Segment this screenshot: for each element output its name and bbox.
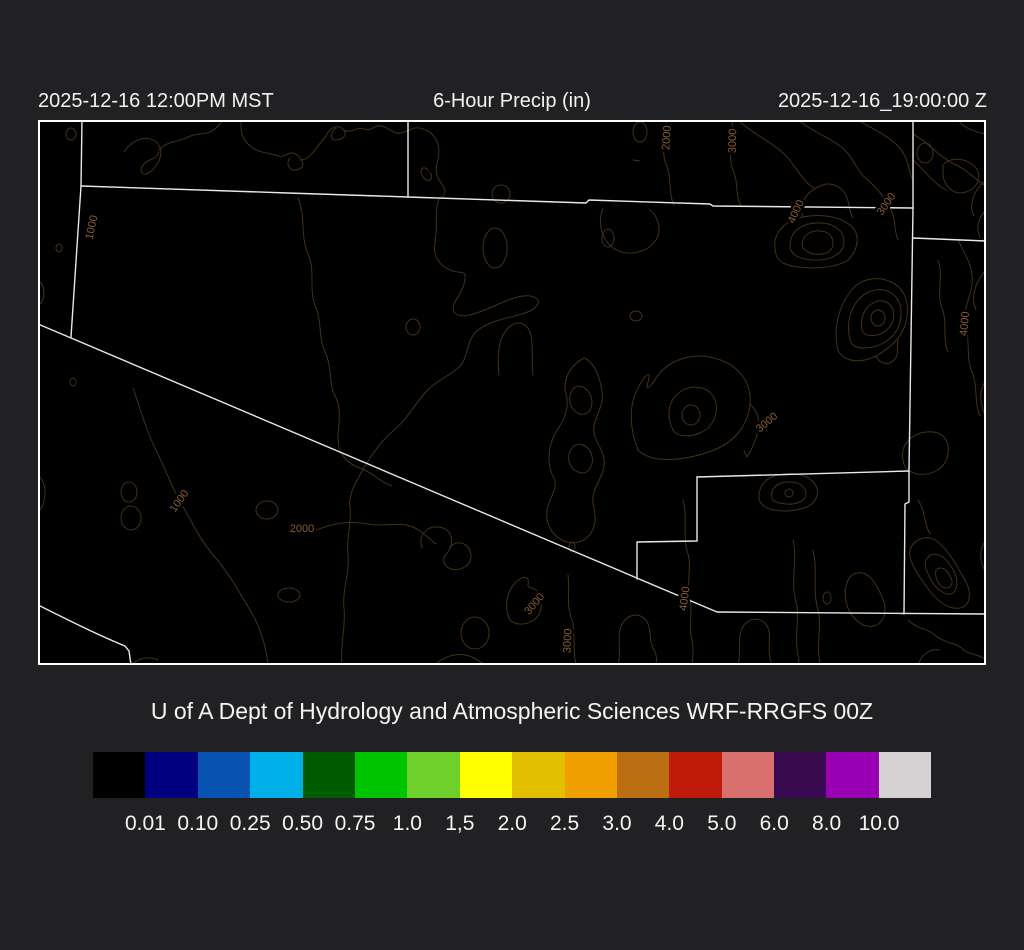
colorbar-swatch — [512, 752, 565, 798]
colorbar-swatch — [564, 752, 617, 798]
valid-time-utc: 2025-12-16_19:00:00 Z — [777, 90, 987, 112]
contour-elevation-label: 4000 — [958, 311, 972, 336]
contour-elevation-label: 3000 — [727, 129, 739, 154]
contour-elevation-label: 4000 — [678, 586, 693, 612]
colorbar-tick-label: 0.25 — [229, 812, 271, 835]
contour-elevation-label: 2000 — [660, 125, 674, 150]
caption: U of A Dept of Hydrology and Atmospheric… — [150, 698, 874, 724]
colorbar-swatch — [93, 752, 146, 798]
colorbar-labels: 0.01 0.10 0.25 0.50 0.75 1.0 1,5 2.0 2.5 3.0 4.0 5.… — [0, 812, 1024, 840]
contour-elevation-label: 2000 — [290, 523, 314, 535]
colorbar-tick-label: 6.0 — [759, 812, 789, 835]
colorbar-swatch — [302, 752, 355, 798]
map-frame — [38, 120, 986, 665]
colorbar-tick-label: 1,5 — [445, 812, 475, 835]
colorbar-swatch — [669, 752, 722, 798]
precip-map: 1000 2000 3000 4000 3000 4000 3000 1000 2000 3000… — [38, 120, 986, 665]
colorbar-swatch — [878, 752, 932, 798]
colorbar-tick-label: 0.10 — [177, 812, 219, 835]
contour-labels: 1000 2000 3000 4000 3000 4000 3000 1000 2000 3000… — [81, 123, 974, 656]
colorbar-tick-label: 1.0 — [392, 812, 422, 835]
contour-elevation-label: 4000 — [786, 198, 807, 225]
valid-time-local: 2025-12-16 12:00PM MST — [38, 90, 274, 112]
colorbar-tick-label: 0.50 — [282, 812, 324, 835]
colorbar-swatch — [354, 752, 408, 798]
colorbar-swatch — [826, 752, 879, 798]
colorbar-swatch — [250, 752, 303, 798]
colorbar-tick-label: 10.0 — [858, 812, 900, 835]
state-borders — [38, 120, 986, 665]
colorbar-swatch — [774, 752, 827, 798]
colorbar-swatch — [197, 752, 251, 798]
colorbar-swatch — [721, 752, 775, 798]
terrain-contours — [38, 120, 986, 665]
page-title: 6-Hour Precip (in) — [433, 90, 591, 112]
colorbar-tick-label: 4.0 — [654, 812, 684, 835]
colorbar-tick-label: 2.5 — [549, 812, 580, 835]
contour-elevation-label: 3000 — [754, 410, 780, 435]
colorbar-swatch — [459, 752, 513, 798]
contour-elevation-label: 1000 — [168, 488, 192, 515]
colorbar-tick-label: 0.75 — [334, 812, 376, 835]
colorbar-swatch — [407, 752, 460, 798]
colorbar-tick-label: 2.0 — [497, 812, 527, 835]
colorbar-tick-label: 8.0 — [811, 812, 842, 835]
precip-colorbar — [93, 752, 932, 798]
colorbar-tick-label: 3.0 — [602, 812, 632, 835]
colorbar-tick-label: 0.01 — [124, 812, 166, 835]
precip-map-canvas: 1000 2000 3000 4000 3000 4000 3000 1000 2000 3000… — [38, 120, 986, 665]
contour-elevation-label: 3000 — [522, 591, 547, 617]
contour-elevation-label: 3000 — [561, 628, 574, 653]
colorbar-tick-label: 5.0 — [707, 812, 737, 835]
contour-elevation-label: 3000 — [875, 191, 899, 218]
contour-elevation-label: 1000 — [84, 214, 101, 240]
colorbar-swatch — [145, 752, 198, 798]
colorbar-swatch — [616, 752, 670, 798]
